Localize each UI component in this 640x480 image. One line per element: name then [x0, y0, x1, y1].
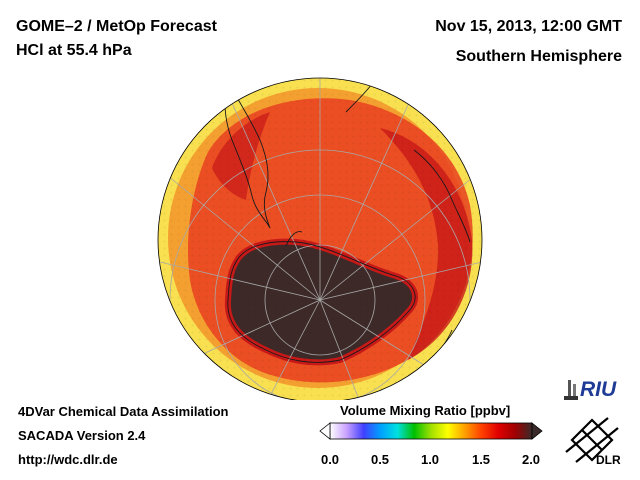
colorbar-title: Volume Mixing Ratio [ppbv] [340, 403, 511, 418]
globe-outline [157, 77, 483, 400]
map-title: GOME–2 / MetOp Forecast [16, 18, 217, 35]
riu-logo: RIU [564, 378, 617, 401]
dlr-logo-text: DLR [596, 453, 621, 467]
colorbar-min-arrow [319, 422, 331, 440]
coastline-south-america [224, 80, 271, 229]
footer-method: 4DVar Chemical Data Assimilation [18, 404, 229, 419]
colorbar-tick: 2.0 [521, 452, 541, 467]
colorbar-tick: 1.5 [471, 452, 491, 467]
footer-url[interactable]: http://wdc.dlr.de [18, 452, 118, 467]
dlr-logo: DLR [565, 417, 621, 467]
colorbar-gradient [329, 422, 533, 440]
map-subtitle: HCl at 55.4 hPa [16, 42, 132, 59]
graticule [159, 78, 482, 400]
hemisphere-map [157, 77, 483, 400]
colorbar-tick: 0.0 [320, 452, 340, 467]
colorbar [319, 422, 543, 440]
forecast-date: Nov 15, 2013, 12:00 GMT [435, 18, 622, 35]
coastline-antarctic-peninsula [285, 231, 303, 247]
colorbar-tick: 1.0 [420, 452, 440, 467]
hemisphere-label: Southern Hemisphere [455, 48, 622, 65]
riu-logo-text: RIU [580, 378, 617, 401]
footer-version: SACADA Version 2.4 [18, 428, 146, 443]
coastline-antarctica [227, 241, 416, 363]
colorbar-max-arrow [531, 422, 543, 440]
coastline-australia [413, 149, 471, 243]
colorbar-tick: 0.5 [370, 452, 390, 467]
